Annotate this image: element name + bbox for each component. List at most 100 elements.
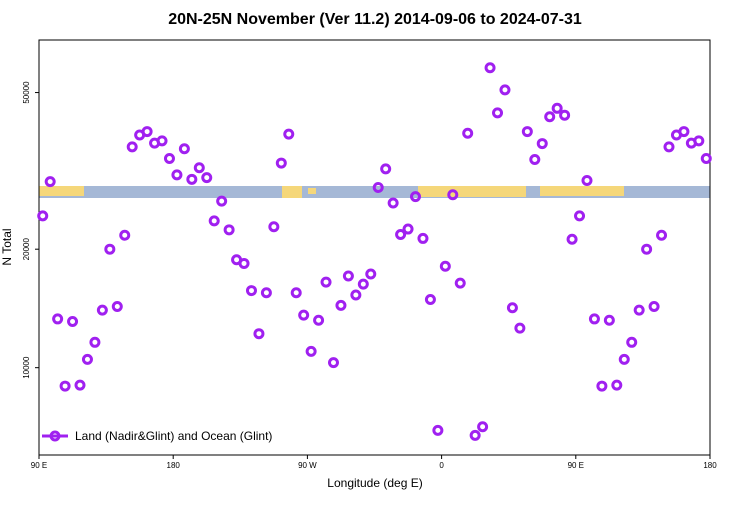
y-axis-label: N Total	[0, 228, 14, 265]
data-point	[626, 336, 638, 348]
data-point	[365, 268, 377, 280]
data-point	[96, 304, 108, 316]
y-tick-label: 20000	[22, 238, 31, 261]
data-point	[432, 424, 444, 436]
data-point	[52, 313, 64, 325]
x-tick-label: 90 E	[31, 461, 47, 470]
data-point	[410, 191, 422, 203]
data-point	[559, 109, 571, 121]
data-point	[462, 127, 474, 139]
x-axis-label: Longitude (deg E)	[327, 476, 422, 490]
data-point	[290, 287, 302, 299]
data-point	[357, 278, 369, 290]
data-point	[320, 276, 332, 288]
data-point	[275, 157, 287, 169]
data-point	[141, 126, 153, 138]
chart-title: 20N-25N November (Ver 11.2) 2014-09-06 t…	[168, 11, 582, 28]
data-point	[59, 380, 71, 392]
plot-frame	[38, 39, 711, 456]
y-tick-label: 50000	[22, 81, 31, 104]
data-point	[611, 379, 623, 391]
legend-label: Land (Nadir&Glint) and Ocean (Glint)	[75, 429, 272, 443]
data-point	[327, 357, 339, 369]
data-point	[477, 421, 489, 433]
data-point	[417, 232, 429, 244]
data-point	[372, 181, 384, 193]
data-point	[566, 233, 578, 245]
x-tick-label: 0	[439, 461, 444, 470]
data-point	[67, 316, 79, 328]
data-point	[44, 176, 56, 188]
data-point	[439, 260, 451, 272]
data-point	[380, 163, 392, 175]
data-point	[37, 210, 49, 222]
data-point	[447, 189, 459, 201]
data-point	[574, 210, 586, 222]
data-point	[656, 229, 668, 241]
data-point	[678, 126, 690, 138]
data-point	[693, 135, 705, 147]
data-point	[544, 111, 556, 123]
map-strip	[39, 186, 710, 198]
data-point	[551, 102, 563, 114]
data-point	[245, 285, 257, 297]
data-point	[104, 243, 116, 255]
data-point	[454, 277, 466, 289]
data-point	[342, 270, 354, 282]
data-point	[126, 141, 138, 153]
data-point	[193, 162, 205, 174]
data-point	[402, 223, 414, 235]
data-point	[469, 429, 481, 441]
data-point	[119, 229, 131, 241]
y-tick-label: 10000	[22, 356, 31, 379]
data-point	[283, 128, 295, 140]
data-point	[89, 336, 101, 348]
data-point	[253, 328, 265, 340]
data-point	[581, 174, 593, 186]
data-point	[335, 299, 347, 311]
data-point	[186, 173, 198, 185]
data-point	[641, 243, 653, 255]
data-point	[163, 152, 175, 164]
data-point	[618, 353, 630, 365]
data-point	[81, 353, 93, 365]
data-point	[298, 309, 310, 321]
data-point	[111, 301, 123, 313]
data-point	[305, 345, 317, 357]
data-point	[350, 289, 362, 301]
legend: Land (Nadir&Glint) and Ocean (Glint)	[42, 429, 272, 443]
data-point	[700, 152, 712, 164]
data-point	[201, 172, 213, 184]
data-point	[506, 302, 518, 314]
x-tick-label: 180	[703, 461, 717, 470]
data-point	[208, 215, 220, 227]
data-point	[603, 314, 615, 326]
data-point	[156, 135, 168, 147]
x-tick-label: 90 W	[298, 461, 317, 470]
x-tick-label: 90 E	[568, 461, 584, 470]
data-point	[178, 143, 190, 155]
data-point	[663, 141, 675, 153]
data-point	[260, 287, 272, 299]
data-point	[74, 379, 86, 391]
x-tick-label: 180	[167, 461, 181, 470]
data-point	[536, 138, 548, 150]
data-point	[499, 84, 511, 96]
data-point	[588, 313, 600, 325]
data-point	[492, 107, 504, 119]
data-point	[633, 304, 645, 316]
data-point	[268, 221, 280, 233]
legend-marker	[49, 430, 61, 442]
data-point	[223, 224, 235, 236]
data-point	[238, 257, 250, 269]
data-point	[648, 301, 660, 313]
data-point	[424, 294, 436, 306]
data-point	[387, 197, 399, 209]
data-point	[484, 62, 496, 74]
data-point	[216, 195, 228, 207]
data-point	[596, 380, 608, 392]
data-point	[313, 314, 325, 326]
data-point	[395, 228, 407, 240]
data-point	[514, 322, 526, 334]
